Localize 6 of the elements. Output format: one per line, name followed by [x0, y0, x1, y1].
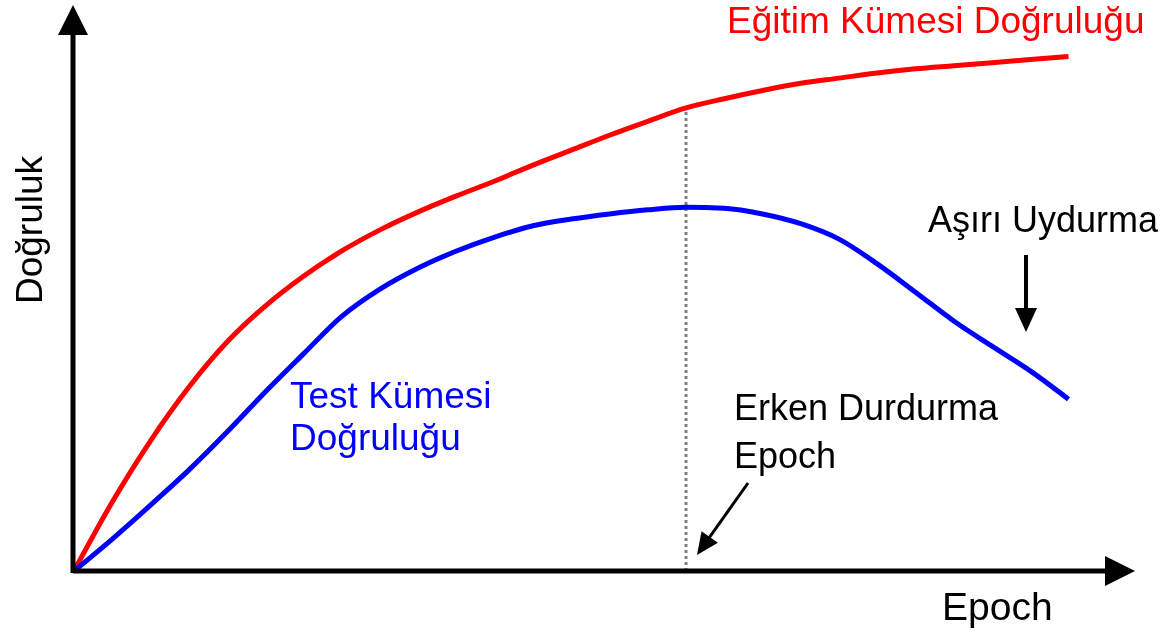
annotation: Erken Durdurma Epoch — [734, 387, 1000, 476]
x-axis-title: Epoch — [942, 585, 1053, 628]
series-label: Test Kümesi Doğruluğu — [290, 375, 492, 458]
annotation: Aşırı Uydurma — [928, 199, 1160, 240]
series-label: Eğitim Kümesi Doğruluğu — [727, 0, 1145, 41]
y-axis-title: Doğruluk — [9, 155, 50, 305]
